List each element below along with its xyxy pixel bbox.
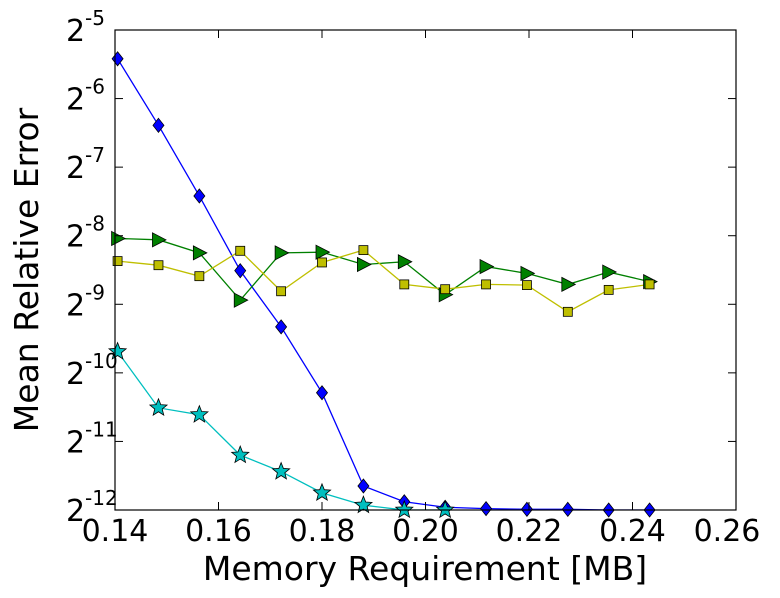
square-marker [644, 279, 655, 290]
y-tick-labels: 2 -122 -112 -102 -92 -82 -72 -62 -5 [66, 6, 118, 529]
square-marker [562, 306, 573, 317]
diamond-marker [275, 319, 288, 335]
diamond-marker [193, 188, 206, 204]
triangle-marker [479, 258, 495, 275]
star-marker [189, 404, 209, 423]
square-marker [194, 271, 205, 282]
y-tick-exponent: -10 [85, 349, 118, 373]
square-marker [153, 260, 164, 271]
x-tick-label: 0.14 [82, 514, 149, 549]
diamond-marker [480, 500, 493, 517]
y-tick-exponent: -12 [85, 486, 118, 510]
diamond-marker [357, 478, 370, 494]
y-tick-base: 2 [66, 288, 85, 323]
star-marker [312, 482, 332, 502]
y-tick-label: 2 -6 [66, 75, 105, 118]
star-marker [394, 499, 414, 519]
star-marker [271, 461, 291, 480]
y-tick-base: 2 [66, 494, 85, 529]
y-tick-label: 2 -12 [66, 486, 118, 529]
x-tick-label: 0.18 [289, 514, 356, 549]
y-tick-label: 2 -8 [66, 212, 105, 255]
triangle-marker [152, 232, 167, 248]
square-marker [235, 245, 246, 256]
square-marker [603, 284, 614, 295]
y-tick-base: 2 [66, 220, 85, 255]
triangle-marker [233, 292, 249, 308]
y-tick-base: 2 [66, 151, 85, 186]
y-tick-base: 2 [66, 425, 85, 460]
y-tick-exponent: -8 [85, 212, 105, 236]
square-marker [399, 279, 410, 290]
y-tick-base: 2 [66, 83, 85, 118]
y-tick-base: 2 [66, 357, 85, 392]
square-marker [276, 286, 287, 297]
triangle-marker [397, 254, 413, 270]
x-tick-label: 0.26 [694, 514, 761, 549]
y-axis-title: Mean Relative Error [7, 107, 46, 432]
triangle-marker [192, 245, 208, 261]
triangle-marker [356, 256, 372, 273]
y-tick-label: 2 -11 [66, 417, 118, 460]
y-tick-exponent: -6 [85, 75, 105, 99]
y-tick-exponent: -11 [85, 417, 118, 441]
y-tick-exponent: -5 [85, 6, 105, 30]
star-marker [148, 397, 169, 416]
square-marker [440, 284, 451, 295]
x-tick-label: 0.22 [496, 514, 563, 549]
diamond-marker [561, 501, 574, 517]
y-tick-label: 2 -7 [66, 143, 105, 186]
triangle-marker [520, 265, 536, 282]
diamond-marker [520, 501, 533, 517]
series-line-diamond [117, 58, 650, 510]
x-tick-labels: 0.14 0.16 0.18 0.20 0.22 0.24 0.26 [82, 514, 761, 549]
diamond-marker [152, 117, 165, 133]
triangle-marker [274, 245, 290, 261]
y-tick-label: 2 -10 [66, 349, 118, 392]
star-marker [107, 341, 128, 360]
square-marker [112, 256, 123, 266]
y-tick-label: 2 -9 [66, 280, 105, 323]
star-marker [435, 499, 455, 519]
star-marker [230, 445, 250, 464]
triangle-marker [602, 264, 618, 280]
square-marker [317, 257, 327, 268]
star-marker [353, 495, 374, 514]
y-tick-label: 2 -5 [66, 6, 105, 49]
triangle-marker [561, 276, 577, 293]
diamond-marker [315, 385, 329, 401]
y-tick-base: 2 [66, 14, 85, 49]
series-line-triangle-right [117, 237, 650, 302]
triangle-marker [315, 244, 331, 260]
square-marker [522, 280, 532, 290]
y-tick-exponent: -9 [85, 280, 105, 304]
x-tick-label: 0.20 [392, 514, 459, 549]
x-tick-label: 0.16 [185, 514, 252, 549]
diamond-marker [234, 263, 247, 279]
square-marker [358, 245, 369, 256]
series-line-square [117, 249, 650, 313]
x-tick-label: 0.24 [599, 514, 666, 549]
x-axis-title: Memory Requirement [MB] [203, 549, 647, 588]
ticks-layer [114, 29, 737, 511]
y-tick-exponent: -7 [85, 143, 105, 167]
square-marker [481, 279, 491, 290]
